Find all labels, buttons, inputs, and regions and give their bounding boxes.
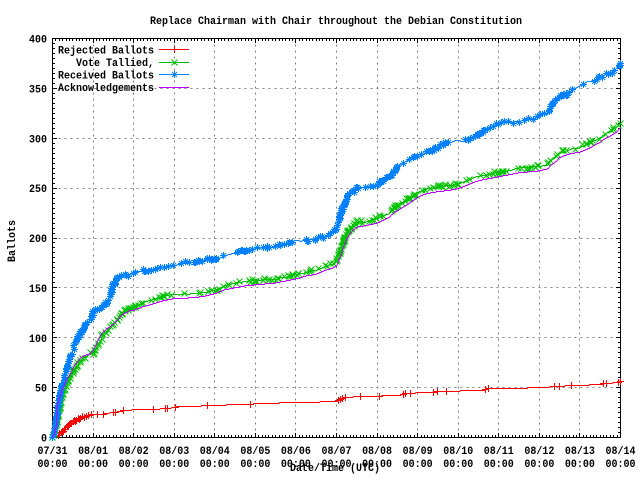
svg-text:08/07: 08/07 (322, 446, 352, 458)
svg-text:08/04: 08/04 (200, 446, 230, 458)
svg-text:00:00: 00:00 (200, 459, 230, 471)
svg-text:350: 350 (29, 84, 47, 96)
svg-text:00:00: 00:00 (403, 459, 433, 471)
svg-text:08/08: 08/08 (362, 446, 392, 458)
svg-text:200: 200 (29, 234, 47, 246)
svg-text:08/02: 08/02 (119, 446, 149, 458)
svg-text:00:00: 00:00 (281, 459, 311, 471)
svg-text:08/14: 08/14 (606, 446, 636, 458)
svg-text:50: 50 (35, 384, 47, 396)
svg-text:08/05: 08/05 (240, 446, 270, 458)
svg-text:0: 0 (41, 434, 47, 446)
svg-text:00:00: 00:00 (524, 459, 554, 471)
svg-text:300: 300 (29, 134, 47, 146)
svg-text:100: 100 (29, 334, 47, 346)
svg-text:00:00: 00:00 (565, 459, 595, 471)
svg-text:Received Ballots: Received Ballots (58, 71, 154, 83)
svg-text:08/13: 08/13 (565, 446, 595, 458)
svg-text:Ballots: Ballots (7, 220, 19, 262)
svg-text:250: 250 (29, 184, 47, 196)
svg-text:00:00: 00:00 (322, 459, 352, 471)
svg-text:Acknowledgements: Acknowledgements (58, 83, 154, 95)
svg-text:07/31: 07/31 (38, 446, 68, 458)
svg-text:00:00: 00:00 (362, 459, 392, 471)
svg-text:00:00: 00:00 (78, 459, 108, 471)
svg-text:Date/Time (UTC): Date/Time (UTC) (290, 463, 380, 475)
svg-text:Rejected Ballots: Rejected Ballots (58, 46, 154, 58)
svg-text:08/03: 08/03 (159, 446, 189, 458)
svg-text:00:00: 00:00 (443, 459, 473, 471)
svg-text:08/09: 08/09 (403, 446, 433, 458)
svg-text:00:00: 00:00 (484, 459, 514, 471)
svg-text:00:00: 00:00 (159, 459, 189, 471)
svg-text:08/10: 08/10 (443, 446, 473, 458)
svg-text:00:00: 00:00 (240, 459, 270, 471)
svg-text:Replace Chairman with Chair th: Replace Chairman with Chair throughout t… (150, 16, 522, 28)
svg-text:150: 150 (29, 284, 47, 296)
svg-text:08/12: 08/12 (524, 446, 554, 458)
svg-text:08/01: 08/01 (78, 446, 108, 458)
svg-text:08/06: 08/06 (281, 446, 311, 458)
svg-text:Vote Tallied,: Vote Tallied, (76, 58, 154, 70)
svg-text:00:00: 00:00 (38, 459, 68, 471)
svg-text:00:00: 00:00 (119, 459, 149, 471)
svg-text:08/11: 08/11 (484, 446, 514, 458)
svg-text:00:00: 00:00 (606, 459, 636, 471)
svg-text:400: 400 (29, 35, 47, 47)
